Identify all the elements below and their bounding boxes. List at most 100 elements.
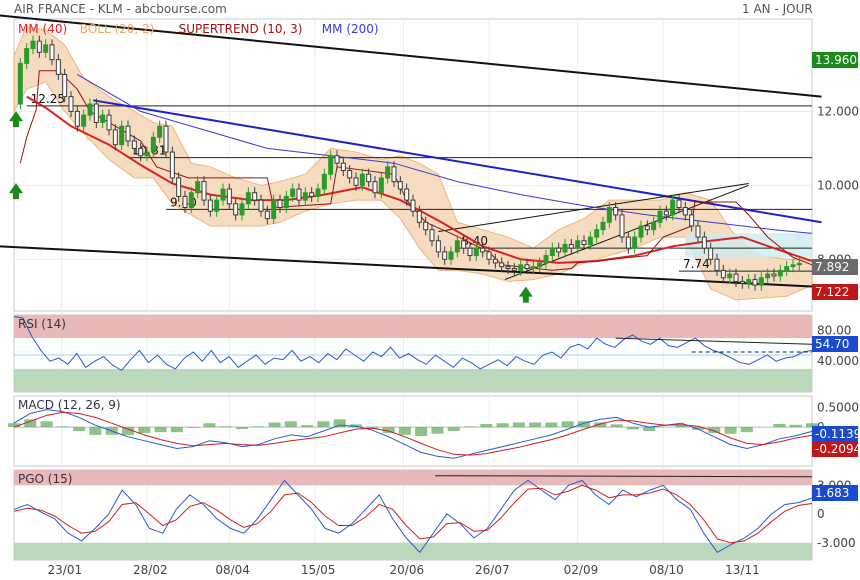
macd-histogram-bar	[398, 427, 411, 435]
x-tick-label: 15/05	[301, 563, 336, 577]
macd-histogram-bar	[382, 427, 395, 433]
macd-histogram-bar	[236, 427, 248, 430]
candle	[93, 103, 99, 123]
badge-macd: -0.1139	[815, 427, 860, 441]
candle	[404, 188, 410, 201]
candle	[220, 188, 226, 201]
legend-supertrend--10--3-: SUPERTREND (10, 3)	[179, 22, 303, 36]
candle	[625, 236, 631, 249]
macd-histogram-bar	[8, 423, 20, 428]
candle	[150, 136, 156, 153]
macd-histogram-bar	[56, 426, 69, 428]
macd-histogram-bar	[73, 427, 86, 431]
candle	[169, 151, 175, 179]
candle	[537, 262, 543, 268]
x-tick-label: 23/01	[48, 563, 83, 577]
macd-histogram-bar	[431, 427, 444, 434]
macd-title: MACD (12, 26, 9)	[18, 398, 121, 412]
candle	[682, 207, 688, 216]
candle	[372, 181, 378, 194]
candle	[112, 129, 118, 146]
pgo-signal-line	[13, 484, 813, 544]
candle	[727, 273, 733, 279]
candle	[36, 40, 42, 53]
macd-histogram-bar	[268, 422, 281, 428]
candle	[720, 269, 726, 279]
candle	[366, 173, 372, 183]
candle	[511, 267, 517, 271]
candle	[334, 155, 340, 164]
candle	[619, 214, 625, 238]
candle	[239, 203, 245, 216]
x-tick-label: 20/06	[390, 563, 425, 577]
x-tick-label: 28/02	[133, 563, 168, 577]
macd-histogram-bar	[447, 427, 460, 431]
candle	[530, 266, 536, 269]
candle	[701, 236, 707, 249]
macd-histogram-bar	[692, 427, 704, 430]
candle	[81, 114, 87, 127]
price-frame	[13, 18, 813, 312]
candle	[784, 266, 790, 271]
candle	[556, 247, 562, 253]
candle	[264, 210, 270, 220]
candle	[796, 262, 802, 266]
pgo-line	[13, 479, 813, 554]
macd-histogram-bar	[594, 422, 607, 428]
badge-signal-bg	[812, 441, 858, 457]
series-mm--200-	[77, 73, 813, 234]
candle	[765, 273, 771, 279]
trendline-black-bottom	[0, 245, 822, 288]
macd-histogram-bar	[724, 427, 737, 434]
candle	[43, 44, 49, 53]
candle	[777, 269, 783, 277]
pgo-trendline	[435, 475, 813, 478]
pgo-upper-zone	[14, 470, 812, 486]
candle	[233, 203, 239, 216]
rsi-title: RSI (14)	[18, 317, 66, 331]
period-label: 1 AN - JOUR	[742, 2, 813, 16]
candle	[739, 280, 745, 284]
candle	[385, 166, 391, 179]
candle	[714, 258, 720, 271]
candle	[416, 210, 422, 223]
candle	[309, 192, 315, 197]
y-tick-label: 10.000	[817, 178, 859, 192]
macd-histogram-bar	[40, 421, 53, 428]
rsi-oversold-zone	[14, 368, 812, 392]
candle	[568, 243, 574, 249]
candle	[302, 192, 308, 201]
candle	[207, 199, 213, 212]
candle	[125, 125, 131, 142]
candle	[157, 125, 163, 138]
candle	[119, 125, 125, 146]
candle	[55, 59, 61, 75]
candle	[499, 262, 505, 268]
candle	[290, 188, 296, 197]
candle	[448, 251, 454, 260]
candle	[24, 48, 30, 64]
trendline-black-top	[0, 14, 822, 98]
candle	[359, 173, 365, 186]
candle	[353, 177, 359, 186]
candle	[492, 258, 498, 264]
candle	[613, 207, 619, 216]
candle	[676, 199, 682, 209]
badge-top: 13.960	[815, 53, 857, 67]
candle	[638, 225, 644, 238]
candle	[600, 221, 606, 231]
candle	[524, 264, 530, 269]
rsi-trendline	[615, 337, 813, 345]
candle	[758, 277, 764, 286]
badge-bottom-bg	[812, 284, 858, 300]
candle	[549, 247, 555, 257]
candle	[100, 114, 106, 123]
badge-bottom: 7.122	[815, 285, 849, 299]
candle	[435, 240, 441, 253]
candle	[752, 279, 758, 286]
candle	[252, 192, 258, 201]
candle	[486, 251, 492, 260]
candle	[321, 173, 327, 190]
legend-boll--20--2-: BOLL (20, 2)	[80, 22, 155, 36]
candle	[195, 181, 201, 194]
